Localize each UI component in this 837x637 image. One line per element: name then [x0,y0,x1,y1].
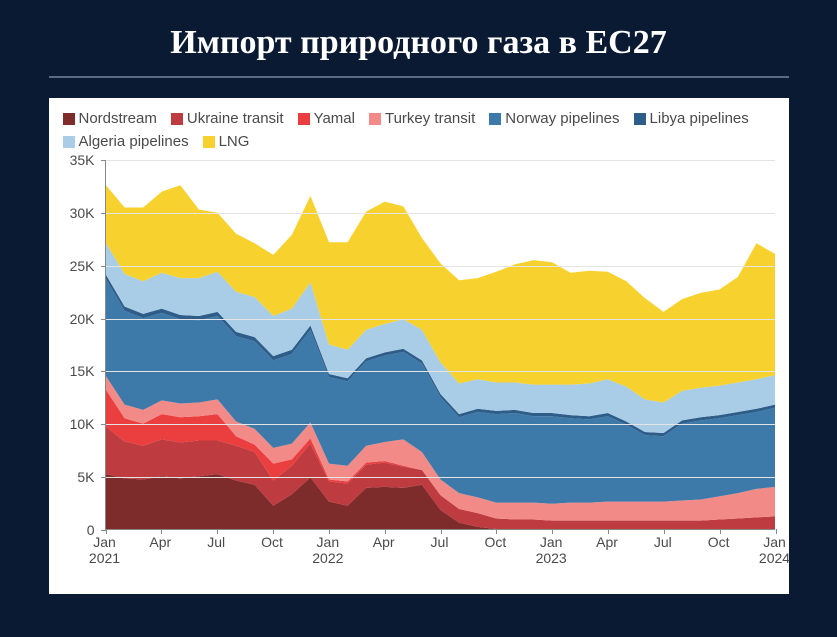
gridline [106,266,775,267]
x-tick-label: Oct [261,534,283,550]
x-tick-label: Jul [654,534,672,550]
legend-item-ukraine_transit: Ukraine transit [171,110,284,127]
x-axis-labels: Jan2021AprJulOctJan2022AprJulOctJan2023A… [105,532,775,580]
legend-label: Libya pipelines [650,110,749,127]
y-tick [101,371,106,372]
y-tick [101,424,106,425]
y-tick-label: 25K [70,258,95,274]
y-tick-label: 30K [70,205,95,221]
x-tick-label: Jul [207,534,225,550]
legend-item-turkey_transit: Turkey transit [369,110,475,127]
legend-swatch [171,113,183,125]
legend-swatch [63,113,75,125]
x-tick-label: Apr [149,534,171,550]
x-tick-label: Jul [431,534,449,550]
x-tick-label: Apr [373,534,395,550]
legend-label: Ukraine transit [187,110,284,127]
legend-swatch [298,113,310,125]
x-tick-label: Jan2021 [89,534,120,566]
y-tick-label: 5K [77,469,94,485]
y-axis-labels: 05K10K15K20K25K30K35K [63,160,101,530]
gridline [106,319,775,320]
legend-swatch [369,113,381,125]
legend: Nordstream Ukraine transit Yamal Turkey tra… [63,110,775,150]
legend-label: Yamal [314,110,355,127]
legend-item-norway_pipelines: Norway pipelines [489,110,619,127]
legend-label: LNG [219,133,250,150]
y-tick-label: 10K [70,416,95,432]
plot-area: 05K10K15K20K25K30K35K Jan2021AprJulOctJa… [63,160,775,580]
gridline [106,477,775,478]
legend-item-libya_pipelines: Libya pipelines [634,110,749,127]
y-tick [101,160,106,161]
legend-label: Turkey transit [385,110,475,127]
x-tick-label: Oct [484,534,506,550]
plot [105,160,775,530]
legend-item-algeria_pipelines: Algeria pipelines [63,133,189,150]
x-tick-label: Apr [596,534,618,550]
legend-label: Nordstream [79,110,157,127]
gridline [106,213,775,214]
x-tick-label: Jan2024 [759,534,790,566]
divider [49,76,789,78]
legend-item-yamal: Yamal [298,110,355,127]
legend-swatch [63,136,75,148]
y-tick-label: 35K [70,152,95,168]
x-tick-label: Jan2022 [312,534,343,566]
legend-swatch [634,113,646,125]
legend-swatch [203,136,215,148]
gridline [106,160,775,161]
legend-item-nordstream: Nordstream [63,110,157,127]
legend-label: Algeria pipelines [79,133,189,150]
legend-label: Norway pipelines [505,110,619,127]
chart-title: Импорт природного газа в ЕС27 [0,24,837,62]
y-tick [101,319,106,320]
y-tick [101,477,106,478]
legend-item-lng: LNG [203,133,250,150]
legend-swatch [489,113,501,125]
gridline [106,424,775,425]
y-tick-label: 20K [70,311,95,327]
y-tick-label: 15K [70,363,95,379]
y-tick [101,213,106,214]
stacked-area-svg [106,160,775,529]
gridline [106,371,775,372]
x-tick-label: Jan2023 [536,534,567,566]
chart-card: Nordstream Ukraine transit Yamal Turkey tra… [49,98,789,594]
x-tick-label: Oct [708,534,730,550]
y-tick [101,266,106,267]
